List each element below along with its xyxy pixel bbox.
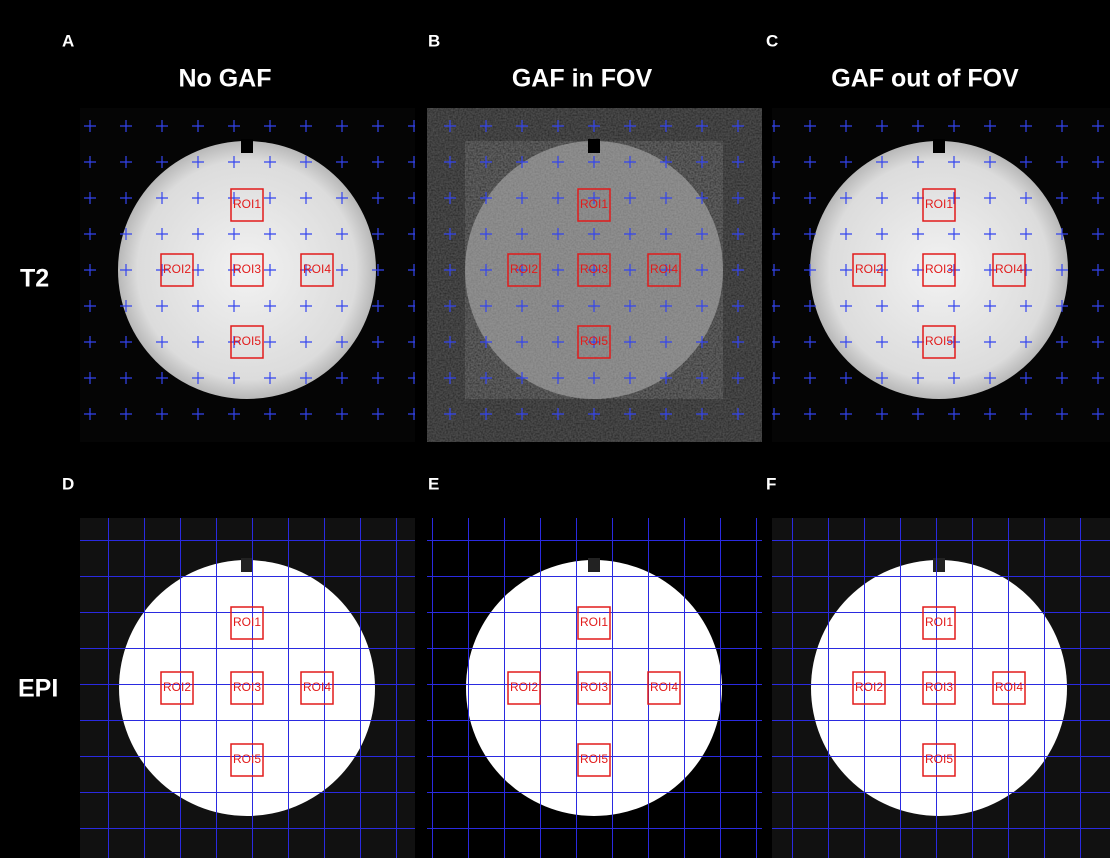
panels: No GAF GAF in FOV GAF out of FOV T2 EPI A ROI1… [18, 31, 1110, 858]
roi-label: ROI2 [510, 262, 538, 276]
roi-label: ROI5 [580, 752, 608, 766]
roi-label: ROI5 [233, 752, 261, 766]
panel: C ROI1 ROI2 ROI3 ROI4 ROI5 [766, 31, 1110, 442]
panel-letter: A [62, 31, 74, 50]
roi-label: ROI2 [163, 262, 191, 276]
panel: D ROI1 ROI2 ROI3 ROI4 ROI5 [62, 474, 415, 858]
figure: No GAF GAF in FOV GAF out of FOV T2 EPI A ROI1… [0, 0, 1110, 858]
roi-label: ROI5 [925, 334, 953, 348]
panel: E ROI1 ROI2 ROI3 ROI4 ROI5 [427, 474, 762, 858]
roi-label: ROI1 [925, 615, 953, 629]
roi-label: ROI4 [650, 262, 678, 276]
roi-label: ROI3 [233, 680, 261, 694]
roi-label: ROI1 [580, 197, 608, 211]
roi-label: ROI3 [233, 262, 261, 276]
panel: B ROI1 ROI2 ROI3 ROI4 ROI5 [427, 31, 762, 442]
roi-label: ROI2 [855, 262, 883, 276]
roi-label: ROI3 [925, 262, 953, 276]
column-title: GAF out of FOV [831, 65, 1019, 93]
panel: F ROI1 ROI2 ROI3 ROI4 ROI5 [766, 474, 1110, 858]
panel-letter: F [766, 474, 776, 493]
roi-label: ROI1 [580, 615, 608, 629]
roi-label: ROI4 [995, 680, 1023, 694]
panel: A ROI1 ROI2 ROI3 ROI4 ROI5 [62, 31, 415, 442]
panel-letter: C [766, 31, 778, 50]
roi-label: ROI2 [855, 680, 883, 694]
row-label: EPI [18, 675, 58, 703]
roi-label: ROI4 [995, 262, 1023, 276]
roi-label: ROI3 [580, 680, 608, 694]
roi-label: ROI4 [650, 680, 678, 694]
roi-label: ROI5 [580, 334, 608, 348]
roi-label: ROI3 [580, 262, 608, 276]
column-title: No GAF [178, 65, 271, 93]
roi-label: ROI1 [233, 615, 261, 629]
roi-label: ROI5 [925, 752, 953, 766]
roi-label: ROI1 [233, 197, 261, 211]
row-label: T2 [20, 265, 49, 293]
roi-label: ROI2 [163, 680, 191, 694]
roi-label: ROI1 [925, 197, 953, 211]
roi-label: ROI2 [510, 680, 538, 694]
roi-label: ROI4 [303, 680, 331, 694]
roi-label: ROI4 [303, 262, 331, 276]
column-title: GAF in FOV [512, 65, 653, 93]
panel-letter: E [428, 474, 439, 493]
roi-label: ROI5 [233, 334, 261, 348]
panel-letter: B [428, 31, 440, 50]
panel-letter: D [62, 474, 74, 493]
roi-label: ROI3 [925, 680, 953, 694]
